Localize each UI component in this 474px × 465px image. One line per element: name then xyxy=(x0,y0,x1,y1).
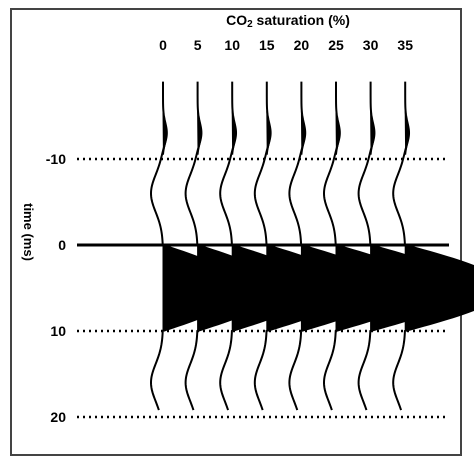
trace-fill-35 xyxy=(404,244,474,332)
x-tick-label-0: 0 xyxy=(159,37,167,53)
x-tick-label-5: 5 xyxy=(194,37,202,53)
trace-line-10 xyxy=(219,81,320,411)
x-tick-label-10: 10 xyxy=(224,37,240,53)
x-tick-label-15: 15 xyxy=(259,37,275,53)
trace-line-35 xyxy=(392,81,474,411)
figure-frame xyxy=(10,8,462,456)
y-axis-label: time (ms) xyxy=(21,203,36,261)
y-tick-label-0: 0 xyxy=(58,237,66,253)
trace-35 xyxy=(392,81,474,411)
trace-line-30 xyxy=(357,81,468,411)
trace-line-0 xyxy=(149,81,246,411)
trace-line-25 xyxy=(322,81,431,411)
chart-title: CO2 saturation (%) xyxy=(226,12,350,30)
x-tick-label-35: 35 xyxy=(397,37,413,53)
trace-line-20 xyxy=(288,81,394,411)
y-tick-label-20: 20 xyxy=(50,409,66,425)
x-tick-label-20: 20 xyxy=(294,37,310,53)
y-tick-label-minus10: -10 xyxy=(46,151,66,167)
y-tick-label-10: 10 xyxy=(50,323,66,339)
x-tick-label-25: 25 xyxy=(328,37,344,53)
trace-line-15 xyxy=(253,81,357,411)
x-tick-label-30: 30 xyxy=(363,37,379,53)
trace-line-5 xyxy=(184,81,283,411)
